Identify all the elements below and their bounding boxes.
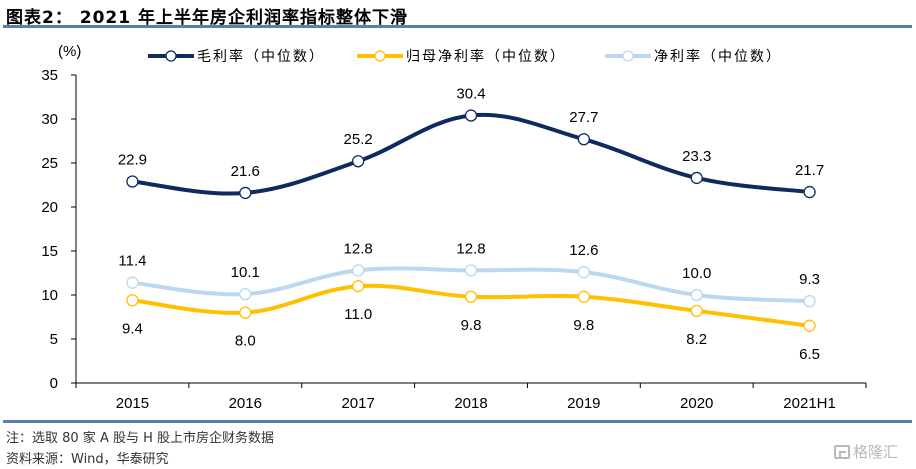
y-tick-label: 30 [41, 111, 58, 128]
data-label-gross-margin: 30.4 [456, 85, 485, 102]
data-point-net-margin [126, 276, 139, 289]
data-point-gross-margin [464, 109, 478, 122]
data-label-net-margin: 12.6 [569, 242, 598, 259]
axes: 0 5 10 15 20 25 30 35(%) 2015 2016 2017 2018 2019 202… [41, 43, 867, 412]
y-tick-label: 25 [41, 155, 58, 172]
data-label-net-margin: 10.1 [231, 264, 260, 281]
y-axis-unit-label: (%) [58, 43, 81, 60]
data-point-net-margin-attributable [464, 290, 478, 303]
data-label-gross-margin: 21.6 [231, 163, 260, 180]
chart-title: 图表2： 2021 年上半年房企利润率指标整体下滑 [6, 8, 408, 28]
data-label-net-margin-attributable: 9.8 [573, 317, 594, 334]
y-tick-label: 10 [41, 287, 58, 304]
legend-swatch-marker [165, 50, 177, 62]
data-label-net-margin-attributable: 8.0 [235, 333, 256, 350]
watermark-text: 格隆汇 [852, 443, 898, 461]
data-point-net-margin [464, 264, 478, 277]
data-label-gross-margin: 22.9 [118, 151, 147, 168]
data-point-gross-margin [351, 155, 365, 168]
x-tick-label: 2015 [116, 395, 149, 412]
data-point-net-margin [690, 288, 703, 302]
data-point-net-margin-attributable [577, 290, 591, 303]
y-tick-label: 20 [41, 199, 58, 216]
data-point-gross-margin [690, 171, 703, 185]
data-label-net-margin-attributable: 6.5 [799, 346, 820, 363]
data-point-net-margin [577, 265, 591, 279]
y-tick-label: 15 [41, 243, 58, 260]
data-point-net-margin-attributable [803, 319, 816, 332]
footnote: 注：选取 80 家 A 股与 H 股上市房企财务数据 [6, 431, 275, 446]
data-point-net-margin [239, 287, 252, 301]
x-tick-label: 2019 [567, 395, 600, 412]
y-tick-label: 0 [50, 375, 58, 392]
x-tick-label: 2018 [454, 395, 487, 412]
data-label-gross-margin: 23.3 [682, 148, 711, 165]
data-label-net-margin: 10.0 [682, 265, 711, 282]
data-label-net-margin-attributable: 9.4 [122, 320, 143, 337]
data-label-net-margin: 9.3 [799, 271, 820, 288]
legend-swatch-marker [374, 50, 386, 62]
data-labels: 22.9 21.6 25.2 30.4 27.7 23.3 21.7 9.4 8.0 11.0 9.… [118, 85, 824, 362]
data-label-gross-margin: 27.7 [569, 109, 598, 126]
legend-label: 毛利率（中位数） [197, 48, 325, 65]
header-divider [3, 25, 912, 28]
data-point-net-margin-attributable [239, 306, 252, 319]
data-point-gross-margin [803, 185, 816, 199]
legend-swatch-marker [622, 50, 634, 62]
data-label-net-margin-attributable: 9.8 [461, 317, 482, 334]
data-label-net-margin: 11.4 [118, 253, 146, 270]
data-label-gross-margin: 25.2 [344, 131, 373, 148]
x-tick-label: 2020 [680, 395, 713, 412]
x-tick-label: 2016 [229, 395, 262, 412]
data-point-net-margin-attributable [126, 294, 139, 307]
y-tick-label: 5 [50, 331, 58, 348]
x-tick-label: 2017 [341, 395, 374, 412]
data-point-gross-margin [577, 133, 591, 146]
data-point-net-margin [351, 264, 365, 277]
data-label-net-margin: 12.8 [344, 240, 373, 257]
series-markers [126, 109, 816, 332]
data-point-gross-margin [239, 186, 252, 200]
data-label-net-margin: 12.8 [456, 240, 485, 257]
watermark-logo-icon [833, 444, 850, 459]
data-label-net-margin-attributable: 11.0 [344, 306, 372, 323]
y-tick-label: 35 [41, 67, 58, 84]
source-note: 资料来源：Wind，华泰研究 [6, 452, 169, 467]
data-point-net-margin-attributable [351, 280, 365, 293]
legend-label: 净利率（中位数） [654, 48, 782, 65]
watermark: 格隆汇 [833, 441, 898, 462]
data-point-net-margin-attributable [690, 304, 703, 317]
data-label-gross-margin: 21.7 [795, 162, 824, 179]
x-tick-label: 2021H1 [783, 395, 836, 412]
legend-label: 归母净利率（中位数） [406, 48, 566, 65]
data-point-net-margin [803, 295, 816, 308]
legend: 毛利率（中位数） 归母净利率（中位数） 净利率（中位数） [148, 48, 782, 65]
line-chart: 0 5 10 15 20 25 30 35(%) 2015 2016 2017 2018 2019 202… [41, 43, 867, 412]
data-label-net-margin-attributable: 8.2 [686, 331, 707, 348]
footer-divider [3, 420, 912, 423]
data-point-gross-margin [126, 175, 139, 188]
